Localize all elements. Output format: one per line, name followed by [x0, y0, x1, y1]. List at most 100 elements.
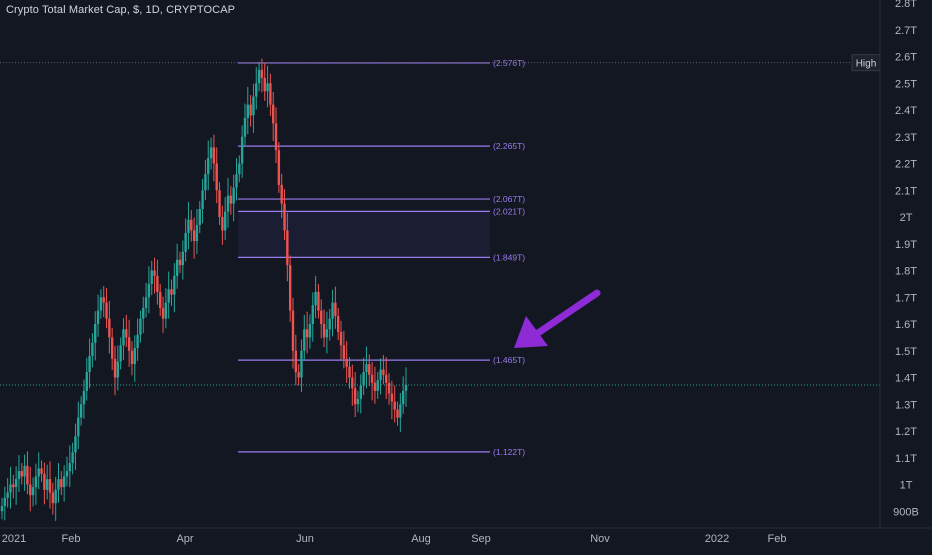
x-tick-label: Apr	[176, 533, 193, 545]
fib-zone	[238, 211, 490, 258]
candle-body	[14, 479, 18, 488]
candle-body	[288, 265, 292, 311]
candle-body	[223, 211, 227, 231]
candle-body	[269, 83, 272, 105]
candle-body	[272, 104, 275, 124]
candle-body	[390, 393, 394, 402]
y-tick-label: 900B	[893, 506, 919, 518]
candle-body	[17, 471, 21, 480]
candle-body	[345, 358, 348, 367]
candle-body	[385, 374, 388, 383]
candle-body	[314, 291, 317, 306]
candle-body	[0, 505, 4, 512]
candle-body	[353, 388, 357, 405]
candle-body	[9, 484, 12, 493]
candle-body	[336, 315, 340, 333]
candle-body	[339, 332, 343, 346]
candle-body	[252, 96, 255, 116]
arrow-annotation	[514, 289, 601, 348]
candle-body	[280, 184, 283, 204]
candle-body	[74, 436, 77, 453]
candle-body	[266, 83, 269, 92]
x-tick-label: 2022	[705, 533, 729, 545]
y-tick-label: 1.9T	[895, 239, 917, 251]
candle-body	[212, 147, 216, 164]
candle-body	[192, 230, 196, 242]
candle-body	[142, 307, 145, 319]
candle-body	[221, 217, 224, 231]
candle-body	[356, 398, 360, 405]
candle-body	[207, 158, 210, 175]
candle-body	[291, 310, 295, 351]
candle-body	[204, 174, 207, 191]
candle-body	[399, 404, 402, 418]
candle-body	[376, 380, 379, 391]
x-tick-label: Jun	[296, 533, 314, 545]
candle-body	[71, 452, 74, 464]
candle-body	[320, 310, 323, 324]
y-tick-label: 1T	[900, 480, 913, 492]
candle-body	[404, 384, 408, 391]
candle-body	[257, 69, 261, 84]
y-tick-label: 1.6T	[895, 319, 917, 331]
chart-title: Crypto Total Market Cap, $, 1D, CRYPTOCA…	[6, 4, 236, 16]
candle-body	[274, 123, 278, 151]
candle-body	[255, 83, 258, 97]
candle-body	[48, 479, 52, 493]
candle-body	[108, 318, 111, 338]
y-tick-label: 2.8T	[895, 0, 917, 10]
candle-body	[57, 479, 60, 490]
candle-body	[362, 372, 365, 386]
candle-body	[144, 297, 148, 308]
candle-body	[130, 350, 134, 365]
candle-body	[159, 291, 162, 308]
high-tag-label: High	[856, 59, 877, 70]
fib-label: (1.122T)	[493, 447, 525, 457]
candle-body	[317, 291, 320, 311]
candle-body	[153, 270, 156, 276]
candle-body	[240, 136, 244, 164]
candle-body	[300, 350, 303, 378]
candle-body	[229, 195, 233, 204]
y-tick-label: 2T	[900, 212, 913, 224]
y-tick-label: 1.3T	[895, 399, 917, 411]
candle-body	[396, 409, 399, 418]
candle-body	[175, 259, 179, 276]
candle-body	[31, 487, 35, 496]
candle-body	[88, 356, 91, 373]
candle-body	[82, 390, 86, 405]
candle-body	[164, 302, 168, 319]
candle-body	[102, 297, 105, 303]
candle-body	[373, 382, 377, 391]
candle-body	[379, 369, 382, 381]
candle-body	[243, 118, 247, 137]
candle-body	[181, 251, 185, 266]
candle-body	[187, 219, 190, 234]
x-tick-label: Aug	[411, 533, 431, 545]
candle-body	[331, 302, 334, 319]
candle-body	[215, 163, 218, 191]
candle-body	[311, 305, 314, 324]
fib-label: (2.576T)	[493, 58, 525, 68]
candle-body	[51, 492, 55, 504]
candle-body	[85, 372, 88, 391]
fib-label: (2.265T)	[493, 141, 525, 151]
candle-body	[99, 297, 103, 311]
candle-body	[322, 324, 326, 338]
candle-body	[96, 310, 100, 324]
candle-body	[387, 382, 391, 394]
x-tick-label: Feb	[768, 533, 787, 545]
candle-body	[37, 468, 40, 477]
candle-body	[20, 471, 23, 477]
candle-body	[60, 479, 63, 488]
x-tick-label: Nov	[590, 533, 610, 545]
candle-body	[91, 342, 94, 357]
candle-body	[167, 289, 170, 303]
candle-body	[122, 329, 125, 346]
candle-body	[325, 329, 329, 338]
candle-body	[26, 465, 29, 485]
y-tick-label: 2.6T	[895, 52, 917, 64]
candle-body	[401, 390, 405, 405]
